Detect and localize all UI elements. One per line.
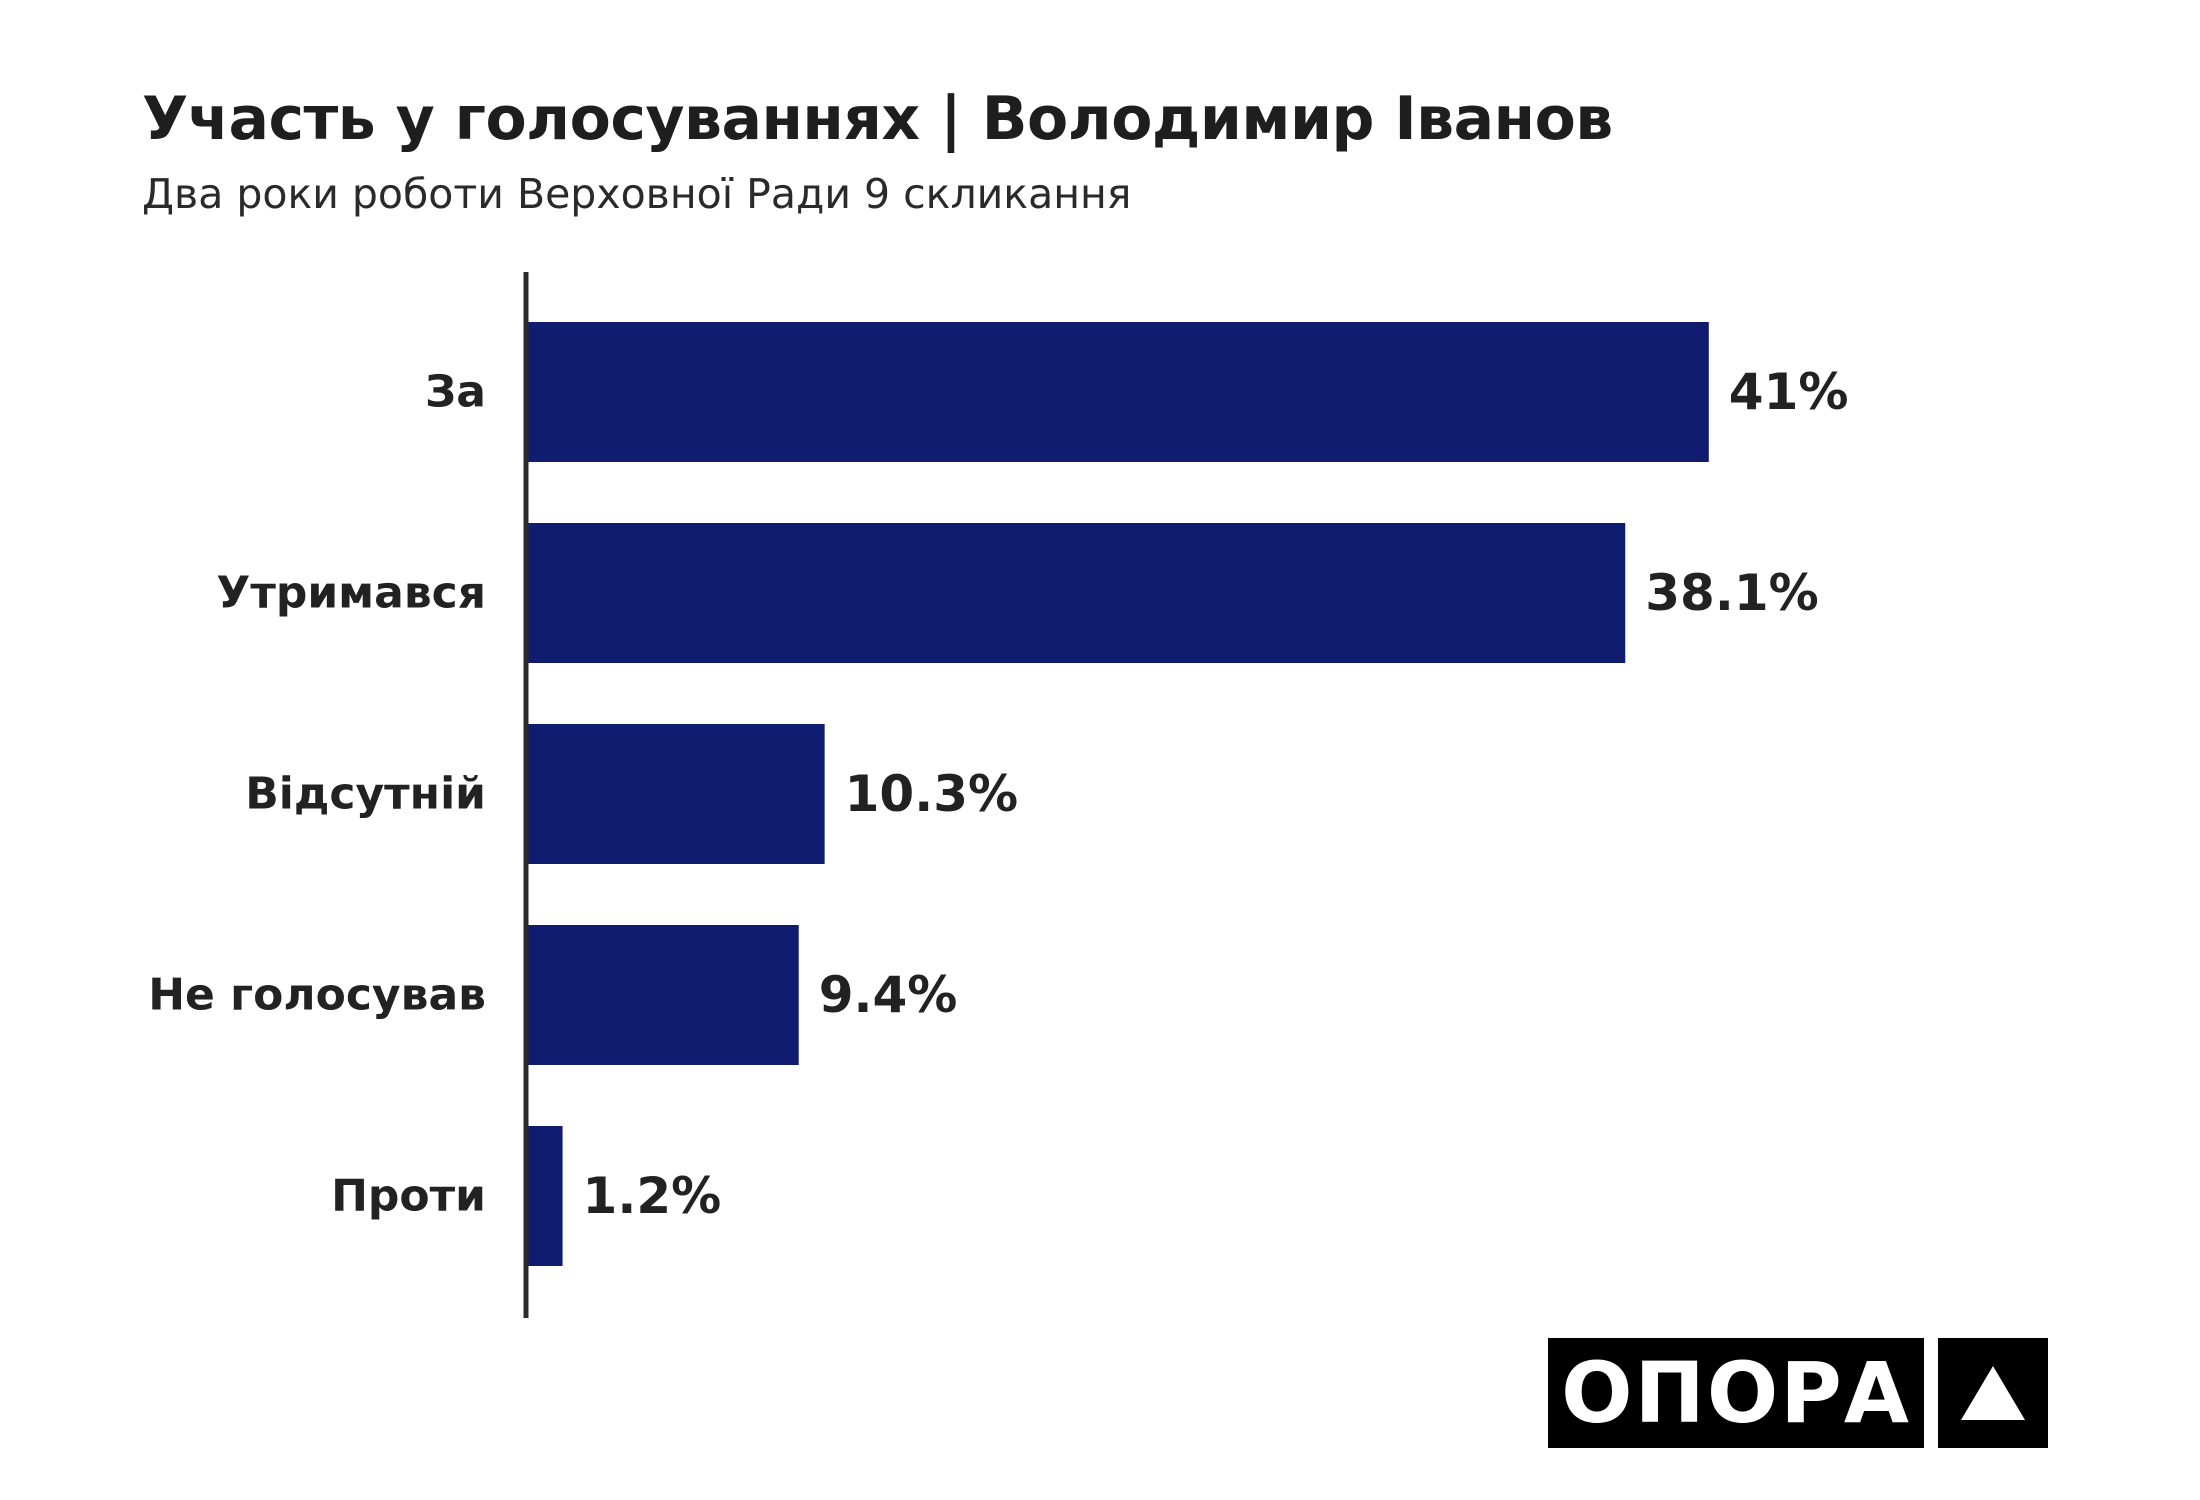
labels-layer: За 41% Утримався 38.1% Відсутній 10.3% Не голо… xyxy=(148,363,1848,1225)
logo-text: ОПОРА xyxy=(1548,1338,1924,1448)
page-subtitle: Два роки роботи Верховної Ради 9 скликан… xyxy=(142,170,1132,218)
bar-2 xyxy=(528,523,1626,663)
bar-1 xyxy=(528,322,1709,462)
value-label: 1.2% xyxy=(583,1167,722,1225)
category-label: Утримався xyxy=(216,568,486,619)
page-title: Участь у голосуваннях | Володимир Іванов xyxy=(142,84,1613,154)
bar-3 xyxy=(528,724,825,864)
category-label: За xyxy=(425,367,486,418)
opora-logo: ОПОРА xyxy=(1548,1338,2048,1448)
category-label: Проти xyxy=(331,1171,486,1222)
bars-layer xyxy=(528,322,1709,1266)
value-label: 41% xyxy=(1729,363,1849,421)
bar-5 xyxy=(528,1126,563,1266)
bar-4 xyxy=(528,925,799,1065)
value-label: 9.4% xyxy=(819,966,958,1024)
value-label: 38.1% xyxy=(1645,564,1818,622)
triangle-up-icon-shape xyxy=(1961,1366,2025,1420)
value-label: 10.3% xyxy=(845,765,1018,823)
category-label: Не голосував xyxy=(148,970,486,1021)
triangle-up-icon xyxy=(1938,1338,2048,1448)
category-label: Відсутній xyxy=(245,769,486,820)
